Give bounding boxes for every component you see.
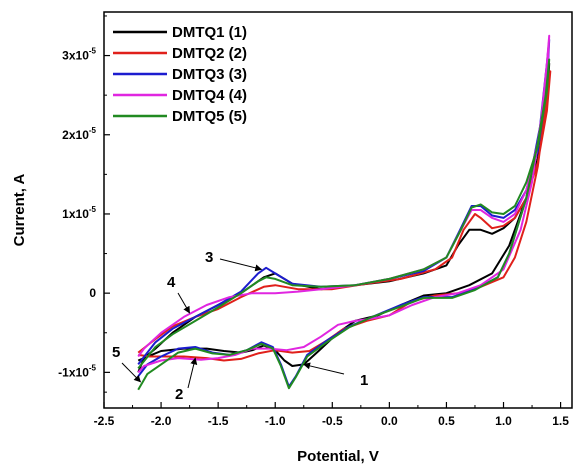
annotation-arrow (303, 362, 345, 375)
legend-label: DMTQ3 (3) (172, 66, 247, 83)
plot-frame (103, 11, 573, 409)
x-tick-label: 1.0 (495, 414, 512, 428)
x-axis: -2.5 -2.0 -1.5 -1.0 -0.5 0.0 0.5 1.0 1.5 (94, 402, 569, 428)
plot-area (103, 11, 573, 409)
y-tick-label: 0 (89, 286, 96, 300)
y-tick-label: 1x10-5 (62, 205, 96, 221)
series-layer (137, 34, 552, 391)
annotation-label: 3 (205, 249, 213, 266)
x-tick-label: -0.5 (322, 414, 343, 428)
x-tick-label: -2.5 (94, 414, 115, 428)
legend-label: DMTQ5 (5) (172, 108, 247, 125)
x-tick-label: 0.0 (381, 414, 398, 428)
annotation-label: 5 (112, 344, 120, 361)
series-line-4 (137, 34, 551, 374)
x-tick-label: -2.0 (151, 414, 172, 428)
x-tick-label: -1.5 (208, 414, 229, 428)
y-axis-title: Current, A (11, 173, 28, 246)
y-axis: -1x10-5 0 1x10-5 2x10-5 3x10-5 (58, 15, 110, 393)
annotation-arrow (219, 258, 263, 272)
annotations: 1 2 3 4 5 (112, 249, 368, 403)
x-axis-title: Potential, V (297, 448, 379, 465)
annotation-arrow (187, 357, 198, 389)
legend: DMTQ1 (1) DMTQ2 (2) DMTQ3 (3) DMTQ4 (4) DMTQ… (113, 24, 247, 125)
annotation-arrow (121, 362, 142, 383)
annotation-label: 2 (175, 386, 183, 403)
series-line-2 (137, 70, 552, 362)
series-line-5 (137, 58, 551, 391)
x-tick-label: 0.5 (438, 414, 455, 428)
annotation-label: 1 (360, 372, 368, 389)
x-tick-label: 1.5 (552, 414, 569, 428)
legend-label: DMTQ1 (1) (172, 24, 247, 41)
y-tick-label: 3x10-5 (62, 47, 96, 63)
legend-label: DMTQ2 (2) (172, 45, 247, 62)
legend-label: DMTQ4 (4) (172, 87, 247, 104)
y-tick-label: 2x10-5 (62, 126, 96, 142)
x-tick-label: -1.0 (265, 414, 286, 428)
annotation-label: 4 (167, 274, 176, 291)
y-tick-label: -1x10-5 (58, 363, 96, 379)
annotation-arrow (177, 292, 191, 314)
